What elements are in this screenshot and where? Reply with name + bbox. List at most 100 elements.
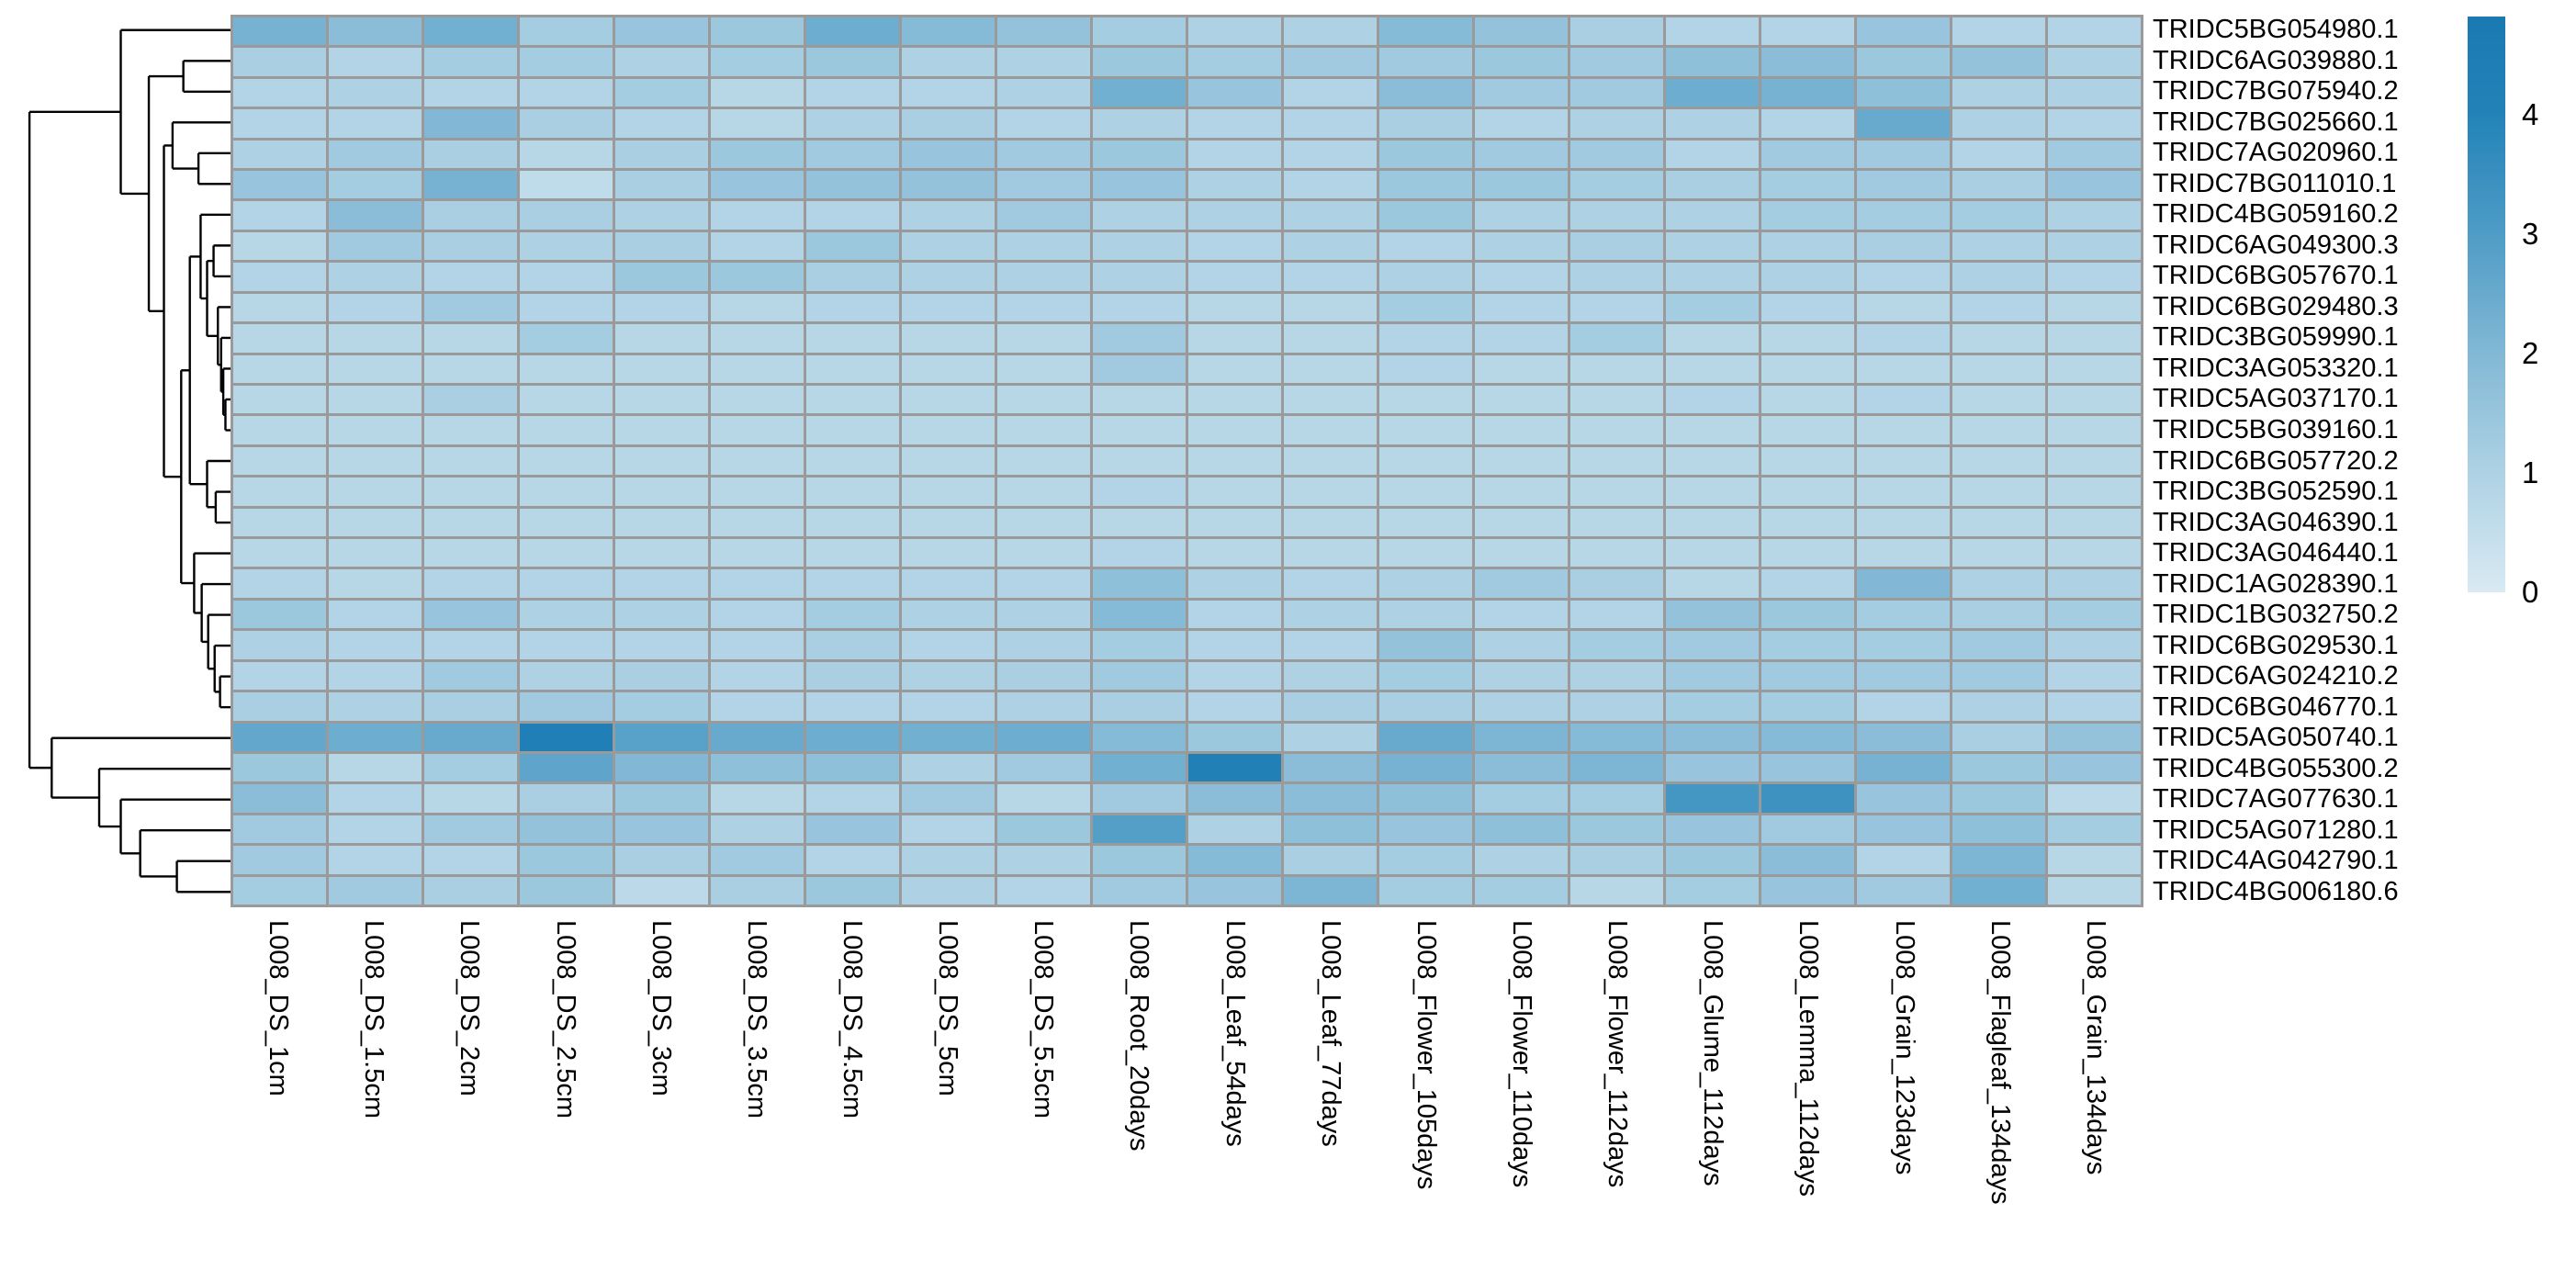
row-label: TRIDC5AG071280.1 xyxy=(2153,815,2399,845)
heatmap-cell-r22-c13 xyxy=(1379,661,1472,691)
heatmap-cell-r13-c16 xyxy=(1666,385,1759,414)
heatmap-cell-r3-c11 xyxy=(1188,78,1281,107)
heatmap-cell-r5-c7 xyxy=(806,140,899,169)
heatmap-cell-r11-c15 xyxy=(1570,324,1663,353)
heatmap-cell-r29-c19 xyxy=(1952,876,2045,905)
heatmap-cell-r5-c1 xyxy=(233,140,326,169)
heatmap-cell-r10-c1 xyxy=(233,293,326,322)
heatmap-cell-r26-c18 xyxy=(1857,784,1950,813)
heatmap-cell-r16-c8 xyxy=(902,478,995,506)
heatmap-cell-r7-c2 xyxy=(329,201,422,230)
heatmap-cell-r1-c10 xyxy=(1093,17,1186,46)
heatmap-cell-r9-c13 xyxy=(1379,263,1472,291)
heatmap-cell-r8-c2 xyxy=(329,231,422,261)
heatmap-cell-r26-c20 xyxy=(2048,784,2141,813)
heatmap-cell-r25-c6 xyxy=(711,753,804,782)
heatmap-cell-r29-c9 xyxy=(997,876,1090,905)
heatmap-cell-r22-c11 xyxy=(1188,661,1281,691)
heatmap-cell-r5-c18 xyxy=(1857,140,1950,169)
heatmap-cell-r3-c16 xyxy=(1666,78,1759,107)
heatmap-cell-r26-c1 xyxy=(233,784,326,813)
heatmap-cell-r4-c15 xyxy=(1570,109,1663,138)
heatmap-cell-r24-c5 xyxy=(615,723,708,751)
heatmap-cell-r20-c13 xyxy=(1379,600,1472,629)
heatmap-cell-r1-c20 xyxy=(2048,17,2141,46)
heatmap-cell-r12-c15 xyxy=(1570,354,1663,383)
heatmap-cell-r24-c10 xyxy=(1093,723,1186,751)
heatmap-cell-r13-c12 xyxy=(1284,385,1377,414)
heatmap-cell-r26-c2 xyxy=(329,784,422,813)
heatmap-cell-r2-c15 xyxy=(1570,48,1663,76)
heatmap-cell-r21-c8 xyxy=(902,631,995,659)
heatmap-cell-r11-c18 xyxy=(1857,324,1950,353)
heatmap-cell-r9-c11 xyxy=(1188,263,1281,291)
heatmap-cell-r4-c8 xyxy=(902,109,995,138)
heatmap-cell-r3-c9 xyxy=(997,78,1090,107)
heatmap-cell-r27-c5 xyxy=(615,815,708,844)
heatmap-cell-r4-c16 xyxy=(1666,109,1759,138)
heatmap-cell-r14-c4 xyxy=(520,416,613,444)
heatmap-cell-r18-c9 xyxy=(997,539,1090,568)
heatmap-cell-r1-c13 xyxy=(1379,17,1472,46)
row-label: TRIDC6BG057670.1 xyxy=(2153,261,2399,291)
heatmap-cell-r29-c3 xyxy=(424,876,517,905)
heatmap-cell-r22-c16 xyxy=(1666,661,1759,691)
heatmap-cell-r27-c17 xyxy=(1761,815,1854,844)
heatmap-cell-r9-c16 xyxy=(1666,263,1759,291)
heatmap-cell-r19-c1 xyxy=(233,569,326,598)
heatmap-cell-r26-c17 xyxy=(1761,784,1854,813)
heatmap-cell-r29-c20 xyxy=(2048,876,2141,905)
heatmap-cell-r14-c14 xyxy=(1475,416,1568,444)
row-label: TRIDC3BG059990.1 xyxy=(2153,322,2399,353)
heatmap-cell-r8-c5 xyxy=(615,231,708,261)
heatmap-cell-r23-c16 xyxy=(1666,692,1759,721)
heatmap-cell-r20-c20 xyxy=(2048,600,2141,629)
heatmap-cell-r12-c20 xyxy=(2048,354,2141,383)
heatmap-cell-r13-c20 xyxy=(2048,385,2141,414)
heatmap-cell-r16-c18 xyxy=(1857,478,1950,506)
heatmap-cell-r2-c9 xyxy=(997,48,1090,76)
heatmap-cell-r21-c4 xyxy=(520,631,613,659)
heatmap-cell-r7-c19 xyxy=(1952,201,2045,230)
heatmap-cell-r13-c5 xyxy=(615,385,708,414)
heatmap-cell-r21-c13 xyxy=(1379,631,1472,659)
heatmap-cell-r15-c11 xyxy=(1188,446,1281,476)
heatmap-cell-r15-c20 xyxy=(2048,446,2141,476)
heatmap-cell-r26-c10 xyxy=(1093,784,1186,813)
heatmap-cell-r14-c7 xyxy=(806,416,899,444)
heatmap-cell-r15-c12 xyxy=(1284,446,1377,476)
heatmap-cell-r15-c10 xyxy=(1093,446,1186,476)
heatmap-cell-r25-c15 xyxy=(1570,753,1663,782)
heatmap-cell-r1-c4 xyxy=(520,17,613,46)
heatmap-cell-r12-c16 xyxy=(1666,354,1759,383)
heatmap-cell-r12-c14 xyxy=(1475,354,1568,383)
heatmap-cell-r25-c4 xyxy=(520,753,613,782)
heatmap-cell-r8-c15 xyxy=(1570,231,1663,261)
heatmap-cell-r3-c14 xyxy=(1475,78,1568,107)
heatmap-cell-r14-c12 xyxy=(1284,416,1377,444)
heatmap-cell-r14-c10 xyxy=(1093,416,1186,444)
heatmap-cell-r16-c7 xyxy=(806,478,899,506)
heatmap-cell-r3-c15 xyxy=(1570,78,1663,107)
heatmap-cell-r27-c12 xyxy=(1284,815,1377,844)
heatmap-cell-r1-c16 xyxy=(1666,17,1759,46)
heatmap-cell-r14-c15 xyxy=(1570,416,1663,444)
row-label: TRIDC1BG032750.2 xyxy=(2153,600,2399,630)
heatmap-cell-r23-c4 xyxy=(520,692,613,721)
heatmap-cell-r14-c3 xyxy=(424,416,517,444)
heatmap-cell-r12-c19 xyxy=(1952,354,2045,383)
heatmap-cell-r28-c15 xyxy=(1570,846,1663,874)
heatmap-cell-r25-c19 xyxy=(1952,753,2045,782)
heatmap-cell-r9-c4 xyxy=(520,263,613,291)
row-label: TRIDC3BG052590.1 xyxy=(2153,477,2399,507)
heatmap-cell-r8-c6 xyxy=(711,231,804,261)
heatmap-cell-r25-c8 xyxy=(902,753,995,782)
heatmap-cell-r17-c19 xyxy=(1952,508,2045,537)
heatmap-cell-r19-c16 xyxy=(1666,569,1759,598)
heatmap-cell-r19-c9 xyxy=(997,569,1090,598)
heatmap-cell-r5-c20 xyxy=(2048,140,2141,169)
heatmap-cell-r13-c14 xyxy=(1475,385,1568,414)
heatmap-cell-r26-c13 xyxy=(1379,784,1472,813)
heatmap-cell-r11-c12 xyxy=(1284,324,1377,353)
heatmap-cell-r22-c19 xyxy=(1952,661,2045,691)
